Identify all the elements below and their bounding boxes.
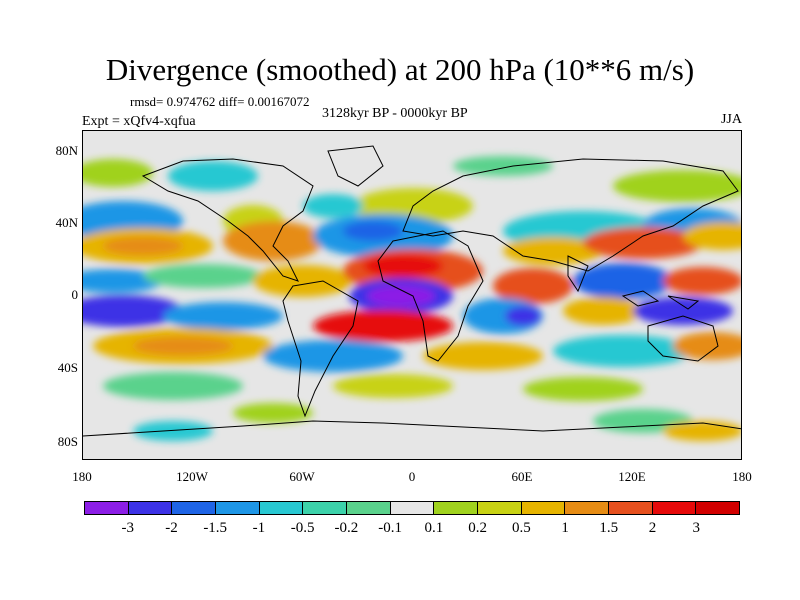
field-blob — [233, 403, 313, 423]
coastline-north-america — [141, 158, 314, 282]
field-blob — [503, 237, 603, 265]
coastline-indonesia — [621, 290, 700, 310]
colorbar-swatch — [565, 502, 610, 514]
period-label: 3128kyr BP - 0000kyr BP — [322, 106, 468, 121]
field-blob — [663, 267, 741, 295]
coastline-antarctica — [83, 420, 741, 437]
divergence-field-map — [83, 131, 741, 459]
colorbar-swatch — [347, 502, 391, 514]
field-blob — [103, 372, 243, 400]
field-blob — [313, 310, 453, 342]
experiment-label: Expt = xQfv4-xqfua — [82, 114, 196, 129]
field-blob — [633, 297, 733, 325]
y-tick-80n: 80N — [55, 143, 78, 158]
colorbar-label: 1.5 — [599, 520, 619, 536]
x-tick-120e: 120E — [618, 469, 646, 484]
field-blob — [163, 302, 283, 330]
colorbar-swatch — [172, 502, 217, 514]
x-tick-0: 0 — [408, 469, 416, 484]
field-blob — [168, 161, 258, 191]
field-blob — [103, 237, 183, 255]
field-blob — [563, 297, 643, 325]
field-blob — [133, 421, 213, 441]
field-blob — [553, 335, 693, 367]
colorbar-swatch — [609, 502, 653, 514]
field-blob — [333, 374, 453, 398]
field-blob — [303, 194, 363, 218]
coastline-greenland — [327, 145, 384, 187]
colorbar-label: 0.1 — [424, 520, 444, 536]
field-blob — [83, 159, 153, 187]
field-blob — [133, 337, 233, 355]
field-blob — [343, 221, 403, 241]
colorbar-swatch — [216, 502, 260, 514]
x-tick-60w: 60W — [289, 469, 315, 484]
season-label: JJA — [720, 112, 742, 127]
x-tick-180-right: 180 — [732, 469, 752, 484]
colorbar-label: -1.5 — [203, 520, 228, 536]
field-blob — [223, 221, 323, 261]
coastline-eurasia — [402, 158, 739, 272]
field-blob — [583, 227, 703, 259]
colorbar-swatch — [652, 502, 697, 514]
colorbar-swatch — [478, 502, 522, 514]
colorbar-label: -0.5 — [290, 520, 315, 536]
field-blob — [83, 269, 163, 293]
field-blob — [363, 254, 443, 278]
coastline-south-america — [282, 280, 359, 418]
colorbar-label: 0.5 — [511, 520, 531, 536]
colorbar-label: -0.2 — [334, 520, 359, 536]
coastlines — [83, 145, 741, 437]
y-tick-80s: 80S — [57, 434, 78, 449]
y-tick-40s: 40S — [57, 360, 78, 375]
colorbar-swatch — [128, 502, 173, 514]
field-blob — [683, 222, 741, 250]
field-blob — [83, 295, 183, 327]
colorbar-swatch — [390, 502, 435, 514]
field-blob — [505, 306, 541, 326]
x-tick-180-left: 180 — [72, 469, 92, 484]
colorbar-label: 1 — [561, 520, 569, 536]
field-blob — [523, 377, 643, 401]
colorbar-swatch — [521, 502, 566, 514]
colorbar-swatch — [85, 502, 129, 514]
field-blob — [573, 263, 673, 299]
map-panel — [82, 130, 742, 460]
colorbar-label: -1 — [252, 520, 266, 536]
field-blob — [673, 332, 741, 360]
coastline-australia — [647, 315, 719, 362]
colorbar-label: 3 — [692, 520, 701, 536]
colorbar-swatch — [259, 502, 304, 514]
colorbar-swatch — [696, 502, 740, 514]
coastline-india — [567, 255, 589, 293]
map-title: Divergence (smoothed) at 200 hPa (10**6 … — [105, 52, 695, 87]
colorbar-swatch — [303, 502, 348, 514]
coastline-africa — [377, 230, 484, 362]
field-blob — [453, 156, 553, 176]
colorbar-label: 2 — [648, 520, 657, 536]
field-blob — [253, 265, 353, 297]
stats-line: rmsd= 0.974762 diff= 0.00167072 — [130, 94, 310, 109]
x-tick-60e: 60E — [511, 469, 533, 484]
field-blob — [423, 342, 543, 370]
colorbar — [84, 501, 740, 515]
colorbar-label: -0.1 — [378, 520, 402, 536]
colorbar-label: -3 — [121, 520, 134, 536]
field-blob — [367, 285, 435, 307]
field-blob — [493, 268, 573, 304]
x-tick-120w: 120W — [176, 469, 208, 484]
colorbar-swatch — [434, 502, 479, 514]
field-blob — [143, 264, 263, 288]
y-tick-40n: 40N — [55, 215, 78, 230]
colorbar-label: 0.2 — [468, 520, 487, 536]
y-tick-0: 0 — [71, 287, 79, 302]
field-blob — [613, 170, 741, 202]
colorbar-label: -2 — [165, 520, 178, 536]
